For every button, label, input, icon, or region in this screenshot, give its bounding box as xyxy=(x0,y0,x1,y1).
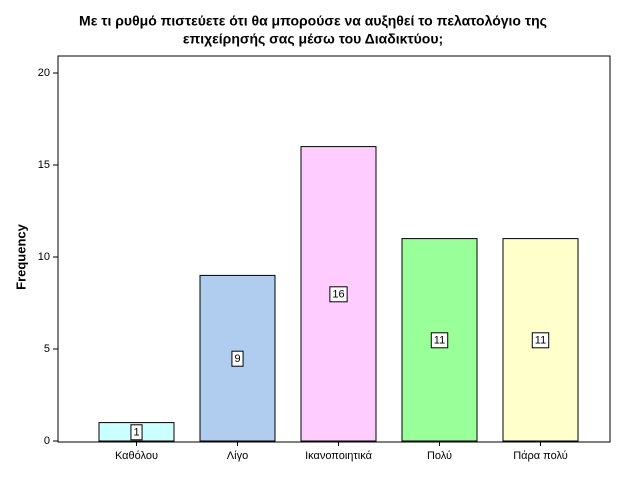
value-label-box xyxy=(430,332,449,349)
plot-frame xyxy=(57,55,611,443)
value-label: 1 xyxy=(133,427,139,439)
chart-title: επιχείρησής σας μέσω του Διαδικτύου; xyxy=(183,31,443,47)
value-label-box xyxy=(531,332,550,349)
value-label-box xyxy=(329,286,348,303)
y-tick-label: 5 xyxy=(44,343,50,355)
value-label-box xyxy=(231,350,244,367)
y-tick-label: 10 xyxy=(38,251,50,263)
value-label-box xyxy=(130,424,143,441)
x-tick-label: Πολύ xyxy=(427,450,452,462)
chart-title: Με τι ρυθμό πιστεύετε ότι θα μπορούσε να… xyxy=(79,13,547,29)
value-label: 11 xyxy=(434,335,445,347)
x-tick-label: Ικανοποιητικά xyxy=(305,450,373,462)
value-label: 11 xyxy=(535,335,546,347)
x-tick-label: Λίγο xyxy=(227,450,248,462)
x-tick-label: Καθόλου xyxy=(115,450,158,462)
y-tick-label: 20 xyxy=(38,67,50,79)
y-axis-label: Frequency xyxy=(13,223,28,290)
y-tick-label: 0 xyxy=(44,435,50,447)
value-label: 9 xyxy=(234,353,240,365)
x-tick-label: Πάρα πολύ xyxy=(513,450,568,462)
y-tick-label: 15 xyxy=(38,159,50,171)
value-label: 16 xyxy=(332,289,344,301)
